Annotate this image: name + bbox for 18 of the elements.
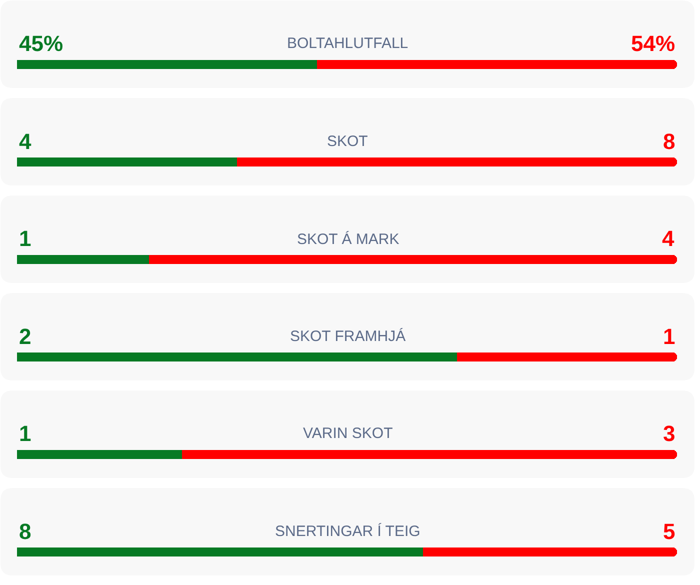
chart-title: SKOT Á MARK (297, 230, 400, 248)
data-label: 54% (631, 31, 676, 56)
chart-title: SKOT FRAMHJÁ (290, 327, 406, 345)
data-label: 1 (19, 421, 32, 446)
chart-title: BOLTAHLUTFALL (287, 35, 408, 52)
chart-title: SKOT (327, 133, 368, 150)
data-label: 8 (19, 519, 32, 544)
data-label: 1 (19, 226, 32, 251)
data-label: 45% (19, 31, 64, 56)
chart-title: SNERTINGAR Í TEIG (275, 522, 420, 540)
data-label: 4 (662, 226, 675, 251)
chart-title: VARIN SKOT (303, 425, 393, 442)
data-label: 1 (663, 324, 676, 349)
data-label: 8 (663, 129, 676, 154)
data-label: 5 (663, 519, 676, 544)
data-label: 3 (663, 421, 676, 446)
data-label: 4 (19, 129, 32, 154)
data-label: 2 (19, 324, 32, 349)
